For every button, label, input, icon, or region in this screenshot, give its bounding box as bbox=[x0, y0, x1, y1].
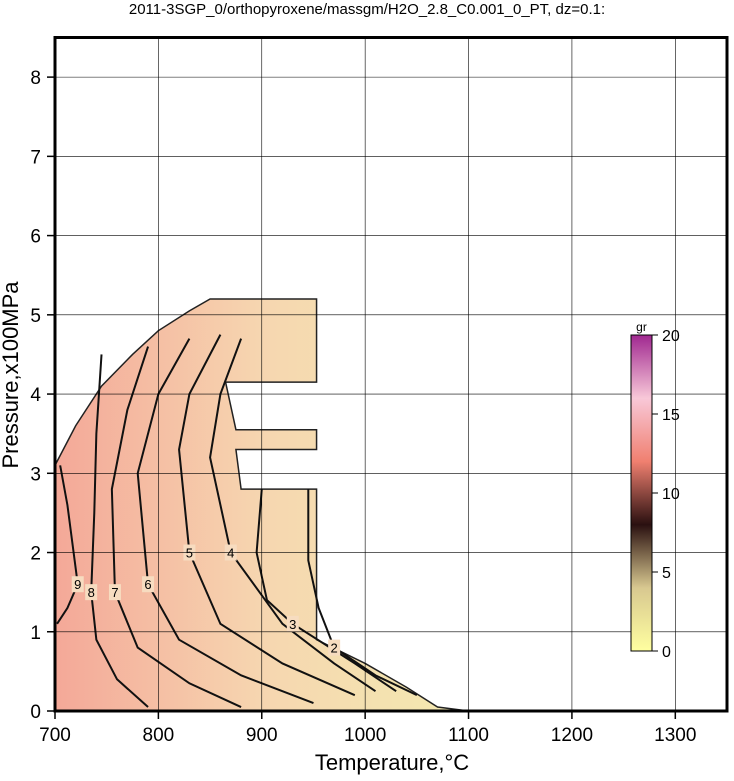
colorbar-tick-label: 0 bbox=[662, 644, 671, 661]
x-tick-label: 1200 bbox=[551, 725, 593, 746]
y-tick-label: 5 bbox=[30, 306, 41, 327]
contour-label-bg bbox=[108, 584, 121, 601]
contour-label: 6 bbox=[144, 577, 151, 592]
y-axis-label: Pressure,x100MPa bbox=[0, 281, 23, 469]
contour-label: 5 bbox=[186, 546, 193, 561]
contour-label: 7 bbox=[111, 585, 118, 600]
colorbar-label: gr bbox=[636, 320, 647, 334]
x-tick-label: 900 bbox=[246, 725, 278, 746]
x-tick-label: 800 bbox=[143, 725, 175, 746]
contour-label-bg bbox=[71, 576, 84, 593]
y-tick-label: 8 bbox=[30, 68, 41, 89]
x-tick-label: 1300 bbox=[654, 725, 696, 746]
x-tick-label: 1000 bbox=[344, 725, 386, 746]
x-tick-label: 700 bbox=[39, 725, 71, 746]
colorbar-tick-label: 15 bbox=[662, 407, 680, 424]
y-tick-label: 3 bbox=[30, 464, 41, 485]
contour-label: 2 bbox=[331, 641, 338, 656]
contour-label: 3 bbox=[289, 617, 296, 632]
chart-title: 2011-3SGP_0/orthopyroxene/massgm/H2O_2.8… bbox=[129, 1, 605, 18]
colorbar-tick-label: 5 bbox=[662, 565, 671, 582]
contour-label: 8 bbox=[88, 585, 95, 600]
y-tick-label: 2 bbox=[30, 544, 41, 565]
colorbar bbox=[630, 334, 653, 652]
contour-label-bg bbox=[85, 584, 98, 601]
plot-frame bbox=[53, 36, 729, 713]
x-tick-label: 1100 bbox=[448, 725, 489, 746]
y-tick-label: 6 bbox=[30, 227, 41, 248]
contour-label: 4 bbox=[227, 546, 234, 561]
y-tick-label: 0 bbox=[30, 702, 41, 723]
contour-label-bg bbox=[328, 639, 341, 656]
y-tick-label: 7 bbox=[30, 147, 41, 168]
contour-line bbox=[307, 489, 418, 697]
contour-label-bg bbox=[142, 576, 155, 593]
y-tick-label: 4 bbox=[30, 385, 41, 406]
contour-line bbox=[255, 489, 397, 693]
colorbar-tick-label: 10 bbox=[662, 486, 680, 503]
colorbar-tick-label: 20 bbox=[662, 328, 680, 345]
contour-label: 9 bbox=[74, 577, 81, 592]
contour-label-bg bbox=[286, 615, 299, 632]
y-tick-label: 1 bbox=[30, 623, 41, 644]
contour-line bbox=[56, 465, 79, 625]
x-axis-label: Temperature,°C bbox=[315, 750, 469, 775]
